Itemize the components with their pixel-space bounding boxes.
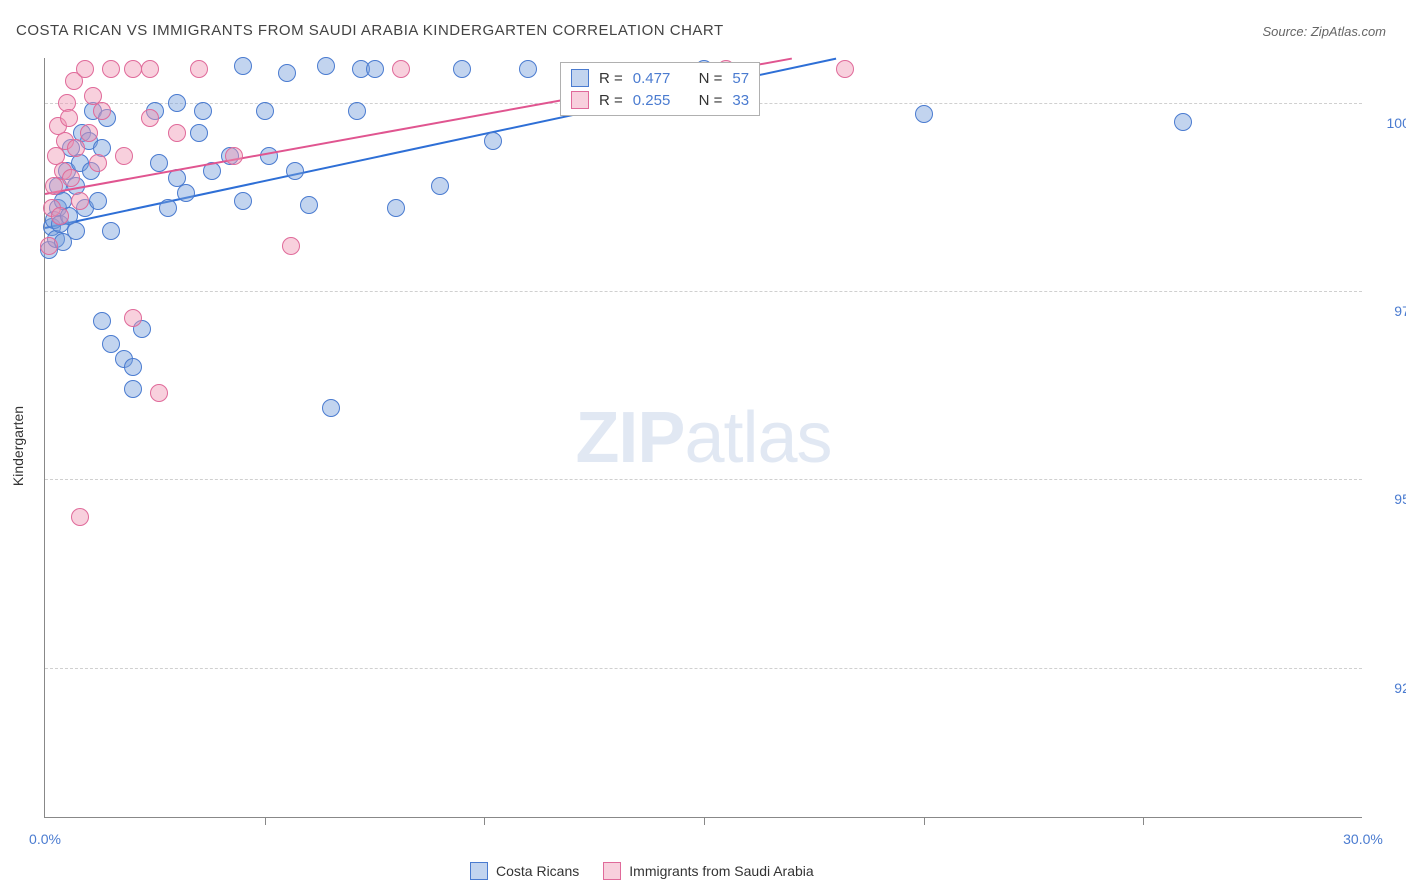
scatter-marker [71,192,89,210]
scatter-marker [453,60,471,78]
legend-label: Costa Ricans [496,863,579,879]
scatter-marker [168,94,186,112]
scatter-marker [317,57,335,75]
scatter-marker [67,222,85,240]
y-tick-label: 92.5% [1374,680,1406,696]
scatter-marker [159,199,177,217]
stats-label: R = [599,92,623,109]
scatter-marker [278,64,296,82]
scatter-marker [60,109,78,127]
scatter-marker [141,60,159,78]
grid-line [45,479,1362,480]
scatter-marker [260,147,278,165]
stats-label: N = [699,70,723,87]
legend-swatch [571,91,589,109]
scatter-marker [102,335,120,353]
scatter-marker [392,60,410,78]
x-tick [704,817,705,825]
stats-row: R = 0.477 N = 57 [571,67,749,89]
stats-row: R = 0.255 N = 33 [571,89,749,111]
scatter-marker [124,60,142,78]
scatter-marker [93,102,111,120]
scatter-marker [190,60,208,78]
scatter-marker [168,124,186,142]
scatter-marker [124,380,142,398]
scatter-marker [225,147,243,165]
scatter-marker [141,109,159,127]
legend-item: Costa Ricans [470,862,579,880]
scatter-marker [836,60,854,78]
scatter-marker [150,154,168,172]
stats-r-value: 0.255 [633,92,671,109]
scatter-marker [431,177,449,195]
scatter-marker [102,222,120,240]
y-tick-label: 97.5% [1374,303,1406,319]
legend-item: Immigrants from Saudi Arabia [603,862,813,880]
scatter-marker [915,105,933,123]
stats-label: R = [599,70,623,87]
scatter-marker [40,237,58,255]
watermark: ZIPatlas [575,397,831,479]
x-tick-label: 0.0% [29,831,61,847]
scatter-marker [282,237,300,255]
scatter-marker [102,60,120,78]
scatter-marker [93,312,111,330]
plot-area: ZIPatlas 92.5%95.0%97.5%100.0%0.0%30.0% [44,58,1362,818]
scatter-marker [71,508,89,526]
y-axis-label: Kindergarten [10,406,26,486]
scatter-marker [62,169,80,187]
scatter-marker [89,192,107,210]
legend-label: Immigrants from Saudi Arabia [629,863,813,879]
scatter-marker [80,124,98,142]
scatter-marker [67,139,85,157]
watermark-rest: atlas [684,398,831,478]
x-tick [265,817,266,825]
chart-title: COSTA RICAN VS IMMIGRANTS FROM SAUDI ARA… [16,22,724,39]
scatter-marker [76,60,94,78]
legend-swatch [603,862,621,880]
scatter-marker [234,192,252,210]
scatter-marker [234,57,252,75]
scatter-marker [519,60,537,78]
x-tick [924,817,925,825]
legend-swatch [470,862,488,880]
correlation-stats-box: R = 0.477 N = 57 R = 0.255 N = 33 [560,62,760,116]
scatter-marker [190,124,208,142]
scatter-marker [194,102,212,120]
stats-r-value: 0.477 [633,70,671,87]
grid-line [45,668,1362,669]
scatter-marker [348,102,366,120]
scatter-marker [51,207,69,225]
stats-n-value: 57 [732,70,749,87]
scatter-marker [322,399,340,417]
x-tick [1143,817,1144,825]
scatter-marker [300,196,318,214]
stats-n-value: 33 [732,92,749,109]
scatter-marker [256,102,274,120]
x-tick [484,817,485,825]
grid-line [45,291,1362,292]
x-tick-label: 30.0% [1343,831,1383,847]
legend-swatch [571,69,589,87]
scatter-marker [124,309,142,327]
y-tick-label: 95.0% [1374,491,1406,507]
legend: Costa Ricans Immigrants from Saudi Arabia [470,862,814,880]
scatter-marker [124,358,142,376]
scatter-marker [366,60,384,78]
scatter-marker [177,184,195,202]
scatter-marker [1174,113,1192,131]
scatter-marker [115,147,133,165]
stats-label: N = [699,92,723,109]
source-attribution: Source: ZipAtlas.com [1262,24,1386,39]
scatter-marker [484,132,502,150]
watermark-bold: ZIP [575,398,684,478]
scatter-marker [286,162,304,180]
scatter-marker [387,199,405,217]
y-tick-label: 100.0% [1374,115,1406,131]
scatter-marker [89,154,107,172]
scatter-marker [150,384,168,402]
